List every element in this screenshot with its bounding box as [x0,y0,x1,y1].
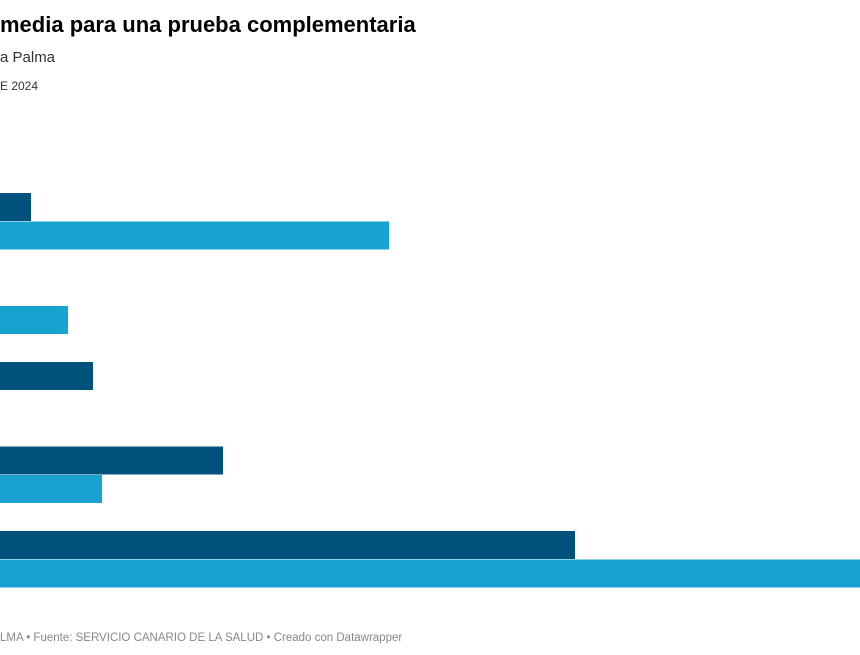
chart-subtitle: a Palma [0,49,56,66]
bar [0,475,102,503]
chart-title: media para una prueba complementaria [0,12,416,37]
bar [0,362,93,390]
bar [0,446,223,475]
chart-footer: LMA • Fuente: SERVICIO CANARIO DE LA SAL… [0,632,402,644]
bar [0,193,31,221]
bar [0,531,575,559]
bar [0,306,68,334]
chart-note: E 2024 [0,79,38,93]
bar [0,559,860,588]
bar [0,221,389,250]
